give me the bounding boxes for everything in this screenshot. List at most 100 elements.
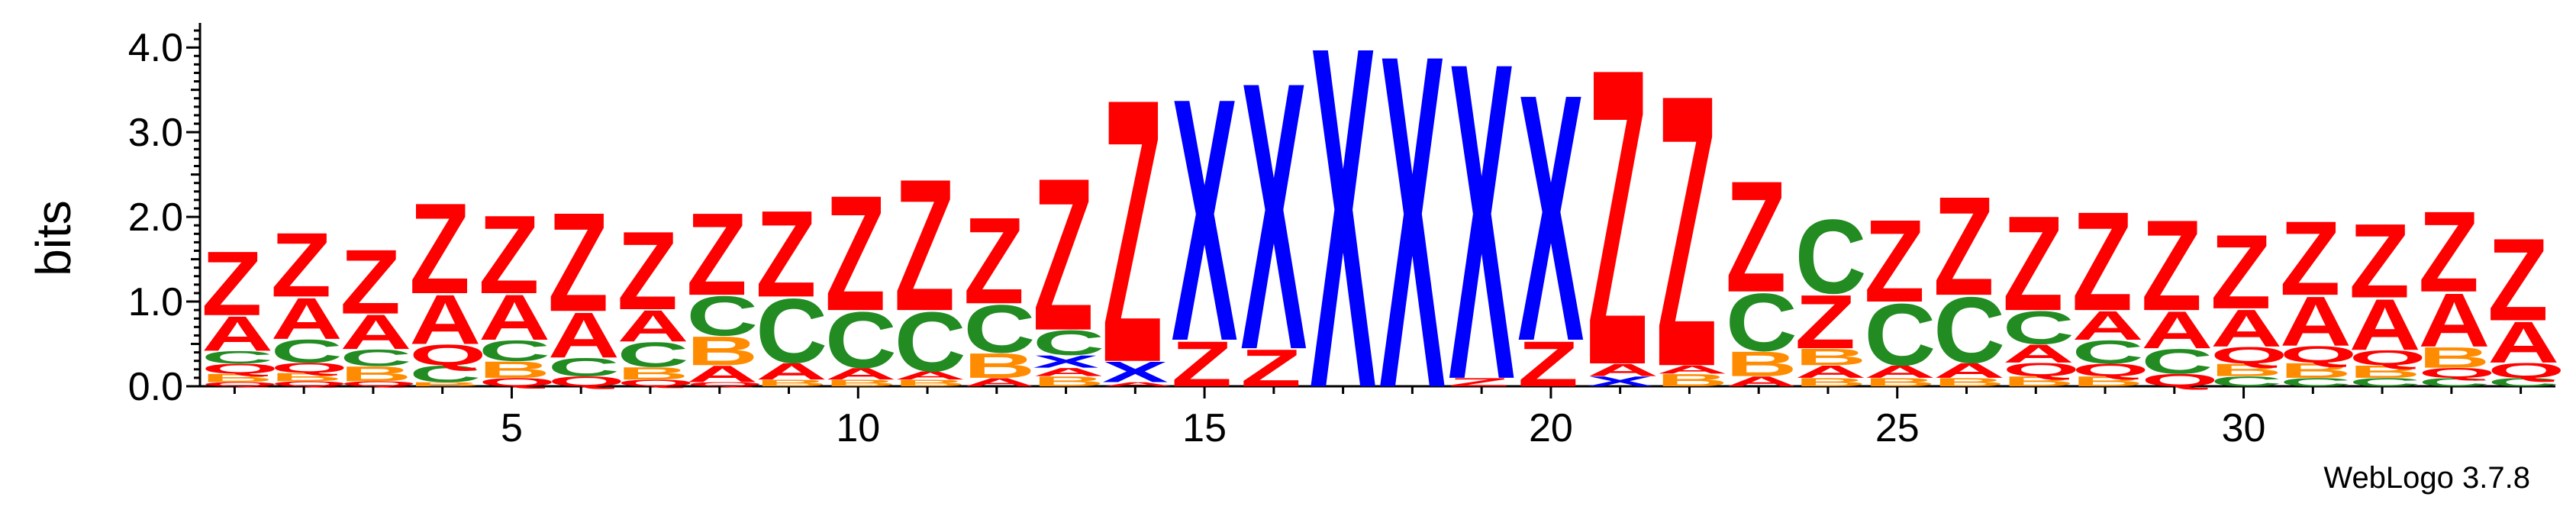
logo-letter-glyph: Q <box>479 376 556 389</box>
logo-letter-C: C <box>2487 376 2559 389</box>
logo-letter-glyph: Q <box>271 380 348 388</box>
y-tick-label: 4.0 <box>128 26 183 70</box>
y-axis-label: bits <box>26 200 81 276</box>
logo-letter-glyph: Z <box>1656 14 1717 448</box>
logo-letter-glyph: Z <box>1518 328 1578 400</box>
logo-letter-B: B <box>2003 373 2075 389</box>
logo-letter-glyph: Q <box>2349 346 2426 369</box>
logo-letter-glyph: A <box>2072 303 2144 349</box>
logo-letter-B: B <box>895 378 966 389</box>
logo-letter-C: C <box>2003 302 2075 354</box>
logo-letter-glyph: X <box>1310 0 1376 490</box>
logo-letter-A: A <box>1726 373 1797 389</box>
logo-letter-C: C <box>1033 323 1104 363</box>
logo-letter-glyph: A <box>2349 285 2421 366</box>
logo-letter-C: C <box>617 335 689 375</box>
logo-letter-glyph: B <box>479 357 550 383</box>
logo-letter-X: X <box>1449 0 1515 475</box>
logo-letter-A: A <box>409 280 481 359</box>
logo-letter-C: C <box>1795 198 1867 316</box>
logo-letter-A: A <box>2280 282 2352 360</box>
logo-letter-glyph: Q <box>2210 342 2287 369</box>
x-tick-label: 15 <box>1182 406 1227 450</box>
logo-letter-Z: Z <box>1656 14 1717 448</box>
logo-letter-A: A <box>548 300 620 372</box>
logo-letter-B: B <box>1795 376 1867 389</box>
logo-letter-C: C <box>479 334 550 367</box>
logo-letter-glyph: A <box>756 358 827 385</box>
logo-letter-Z: Z <box>1726 147 1786 325</box>
logo-letter-C: C <box>1864 286 1936 385</box>
logo-letter-glyph: B <box>2280 359 2352 382</box>
logo-letter-glyph: C <box>895 295 966 389</box>
logo-letter-glyph: B <box>756 378 827 389</box>
logo-letter-B: B <box>202 371 273 384</box>
logo-letter-C: C <box>2141 342 2213 382</box>
logo-letter-Z: Z <box>340 231 401 333</box>
logo-letter-glyph: B <box>1726 344 1797 384</box>
logo-letter-A: A <box>1864 362 1936 382</box>
logo-letter-Q: Q <box>2487 359 2565 382</box>
axes: 0.0 1.0 2.0 3.0 4.0 5 10 15 20 25 30 <box>128 23 2555 450</box>
logo-letter-Q: Q <box>2418 365 2495 381</box>
logo-letter-glyph: X <box>1449 0 1515 475</box>
logo-letter-Q: Q <box>686 381 763 388</box>
logo-letter-B: B <box>1795 344 1867 371</box>
logo-letter-glyph: C <box>686 285 758 347</box>
logo-letter-C: C <box>686 285 758 347</box>
logo-letter-glyph: Z <box>2072 182 2133 340</box>
y-tick-label: 2.0 <box>128 195 183 240</box>
logo-letter-glyph: B <box>340 362 412 386</box>
logo-letter-Z: Z <box>1587 0 1647 453</box>
logo-letter-Z: Z <box>617 209 678 334</box>
logo-letter-glyph: Z <box>2487 215 2548 346</box>
logo-letter-glyph: Z <box>340 231 401 333</box>
y-tick-label: 1.0 <box>128 280 183 324</box>
logo-letter-glyph: B <box>1933 376 2005 389</box>
y-tick-label: 0.0 <box>128 365 183 409</box>
logo-letter-C: C <box>2210 373 2282 389</box>
logo-letter-glyph: B <box>271 370 343 383</box>
logo-letter-glyph: A <box>1587 360 1659 380</box>
logo-letter-A: A <box>1033 366 1104 379</box>
logo-letter-Z: Z <box>895 140 955 350</box>
logo-letter-glyph: B <box>202 371 273 384</box>
logo-letter-A: A <box>1656 363 1728 376</box>
logo-letter-Q: Q <box>340 380 418 388</box>
logo-letter-Q: Q <box>479 376 556 389</box>
logo-letter-glyph: A <box>1102 381 1174 388</box>
logo-letter-glyph: Z <box>2210 213 2271 331</box>
logo-letter-Z: Z <box>1172 328 1232 400</box>
logo-letter-glyph: A <box>1795 362 1867 382</box>
logo-letter-A: A <box>825 365 897 383</box>
logo-letter-X: X <box>1587 373 1653 389</box>
logo-letter-glyph: Q <box>2487 359 2565 382</box>
logo-letter-glyph: C <box>1726 277 1797 369</box>
logo-letter-Q: Q <box>2349 346 2426 369</box>
logo-letter-glyph: Z <box>409 176 469 321</box>
logo-letter-Q: Q <box>271 380 348 388</box>
logo-letter-B: B <box>617 363 689 383</box>
logo-letter-glyph: B <box>2210 360 2282 380</box>
logo-letter-A: A <box>2003 340 2075 369</box>
logo-letter-Z: Z <box>2349 202 2410 321</box>
logo-letter-glyph: Z <box>2280 199 2340 318</box>
logo-letter-glyph: Z <box>1240 339 1301 398</box>
logo-letter-glyph: Z <box>1795 279 1855 364</box>
logo-letter-Z: Z <box>1449 376 1509 389</box>
x-tick-label: 20 <box>1529 406 1573 450</box>
logo-letter-glyph: B <box>963 346 1035 386</box>
logo-letter-A: A <box>617 302 689 351</box>
logo-letter-Z: Z <box>1102 21 1162 441</box>
logo-letter-Z: Z <box>1795 279 1855 364</box>
logo-letter-glyph: A <box>2487 309 2559 375</box>
logo-letter-Q: Q <box>2210 342 2287 369</box>
logo-letter-A: A <box>1587 360 1659 380</box>
logo-letter-X: X <box>1172 25 1238 414</box>
logo-letter-Z: Z <box>1933 166 1994 324</box>
logo-letter-glyph: Z <box>2141 194 2201 339</box>
logo-letter-glyph: C <box>1864 286 1936 385</box>
logo-letter-Q: Q <box>2072 360 2149 380</box>
logo-letter-glyph: B <box>409 381 481 388</box>
